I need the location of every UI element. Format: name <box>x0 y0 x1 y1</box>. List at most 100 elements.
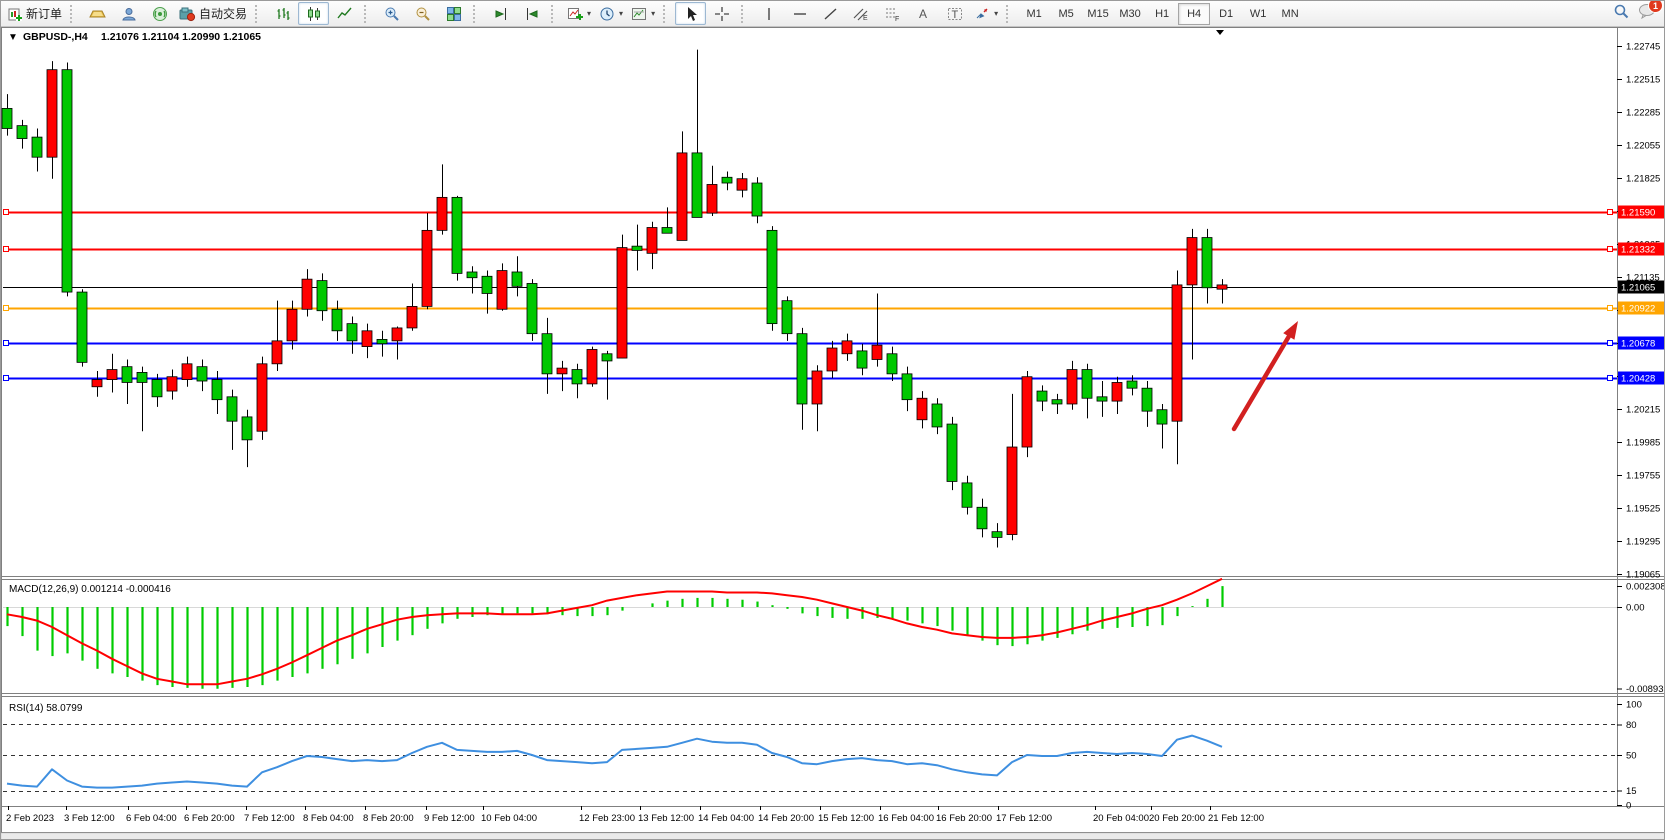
timeframe-button-D1[interactable]: D1 <box>1219 7 1234 20</box>
chart-area[interactable]: ▼ GBPUSD-,H4 1.21076 1.21104 1.20990 1.210… <box>1 27 1665 840</box>
timeframe-button-M1[interactable]: M1 <box>1026 7 1042 20</box>
crosshair-button[interactable] <box>706 2 737 25</box>
text-button[interactable]: A <box>908 2 939 25</box>
time-label: 14 Feb 04:00 <box>698 813 754 824</box>
candlesticks <box>1 49 1228 548</box>
chart-shift-icon <box>524 6 540 22</box>
autotrade-button[interactable]: 自动交易 <box>175 2 251 25</box>
candle-body <box>811 370 823 405</box>
svg-text:1.21590: 1.21590 <box>1621 208 1655 219</box>
horizontal-line-button[interactable] <box>784 2 815 25</box>
time-axis[interactable]: 2 Feb 2023 3 Feb 12:00 6 Feb 04:00 6 Feb 20… <box>6 806 1264 824</box>
line-handle <box>3 246 9 252</box>
time-label: 8 Feb 20:00 <box>363 813 414 824</box>
vertical-line-button[interactable] <box>753 2 784 25</box>
rsi-scale-label: 80 <box>1626 720 1637 731</box>
notification-badge: 1 <box>1648 1 1663 13</box>
price-badge: 1.20678 <box>1618 336 1664 350</box>
trendline-button[interactable] <box>815 2 846 25</box>
notifications-button[interactable]: 1 <box>1638 1 1663 24</box>
fibonacci-button[interactable]: F <box>877 2 908 25</box>
line-chart-button[interactable] <box>329 2 360 25</box>
chevron-down-icon[interactable]: ▾ <box>619 9 624 18</box>
line-handle <box>3 305 9 311</box>
price-badge: 1.20922 <box>1618 301 1664 315</box>
indicators-button[interactable]: ▾ <box>563 2 595 25</box>
macd-signal-line <box>6 577 1223 686</box>
candle-body <box>16 125 28 139</box>
candle-body <box>856 350 868 369</box>
candle-body <box>571 369 583 385</box>
macd-scale-label: 0.002308 <box>1626 582 1665 593</box>
rsi-scale-label: 50 <box>1626 751 1637 762</box>
toolbar-group-separator <box>473 4 482 23</box>
timeframe-button-M5[interactable]: M5 <box>1058 7 1074 20</box>
signal-button[interactable] <box>144 2 175 25</box>
candle-body <box>46 69 58 158</box>
templates-button[interactable]: ▾ <box>627 2 659 25</box>
svg-text:A: A <box>919 7 927 21</box>
candle-body <box>511 271 523 287</box>
candle-body <box>1051 399 1063 405</box>
autotrade-icon <box>179 6 196 22</box>
candle-body <box>361 330 373 347</box>
chart-shift-marker[interactable] <box>1216 30 1224 35</box>
zoom-in-button[interactable] <box>376 2 407 25</box>
price-badge: 1.21332 <box>1618 242 1664 256</box>
timeframe-button-H4[interactable]: H4 <box>1178 2 1211 25</box>
profile-button[interactable] <box>113 2 144 25</box>
channel-button[interactable]: E <box>846 2 877 25</box>
time-label: 13 Feb 12:00 <box>638 813 694 824</box>
bottom-scrollbar-strip[interactable] <box>1 832 1665 840</box>
gold-ingot-button[interactable] <box>82 2 113 25</box>
candle-body <box>631 245 643 251</box>
candle-body <box>586 349 598 385</box>
periods-button[interactable]: ▾ <box>595 2 627 25</box>
label-button[interactable]: T <box>939 2 970 25</box>
chevron-down-icon[interactable]: ▾ <box>994 9 999 18</box>
zoom-out-button[interactable] <box>407 2 438 25</box>
time-label: 2 Feb 2023 <box>6 813 54 824</box>
bar-chart-button[interactable] <box>267 2 298 25</box>
time-label: 21 Feb 12:00 <box>1208 813 1264 824</box>
candle-body <box>976 506 988 530</box>
chart-shift-button[interactable] <box>516 2 547 25</box>
svg-text:T: T <box>951 9 958 21</box>
line-handle <box>3 375 9 381</box>
candle-body <box>601 353 613 362</box>
arrow-annotation[interactable] <box>1231 321 1298 432</box>
new-order-button[interactable]: 新订单 <box>3 2 66 25</box>
tile-windows-button[interactable] <box>438 2 469 25</box>
timeframe-button-H1[interactable]: H1 <box>1155 7 1170 20</box>
chevron-down-icon[interactable]: ▾ <box>587 9 592 18</box>
chart-title: ▼ GBPUSD-,H4 1.21076 1.21104 1.20990 1.210… <box>8 31 261 43</box>
price-tick-label: 1.19755 <box>1626 471 1660 482</box>
auto-scroll-button[interactable] <box>485 2 516 25</box>
candle-body <box>346 323 358 342</box>
channel-icon: E <box>853 6 870 22</box>
cursor-button[interactable] <box>675 2 707 25</box>
candle-body <box>181 363 193 380</box>
candle-body <box>31 136 43 158</box>
candle-body <box>1006 446 1018 535</box>
chevron-down-icon[interactable]: ▾ <box>651 9 656 18</box>
time-label: 12 Feb 23:00 <box>579 813 635 824</box>
search-icon[interactable] <box>1613 3 1630 25</box>
line-handle <box>3 209 9 215</box>
candle-body <box>496 270 508 310</box>
candle-body <box>1201 237 1213 289</box>
timeframe-button-M15[interactable]: M15 <box>1087 7 1109 20</box>
arrows-button[interactable]: ▾ <box>970 2 1002 25</box>
timeframe-button-MN[interactable]: MN <box>1281 7 1299 20</box>
price-scale[interactable]: 1.22745 1.22515 1.22285 1.22055 1.21825 1.215… <box>1617 42 1665 581</box>
price-badge: 1.20428 <box>1618 371 1664 385</box>
horizontal-level-lines[interactable] <box>3 209 1617 381</box>
candlestick-button[interactable] <box>298 2 330 25</box>
candle-body <box>136 372 148 383</box>
price-chart-canvas[interactable]: ▼ GBPUSD-,H4 1.21076 1.21104 1.20990 1.210… <box>1 27 1665 840</box>
timeframe-button-M30[interactable]: M30 <box>1119 7 1141 20</box>
text-icon: A <box>917 6 931 22</box>
candle-body <box>841 340 853 355</box>
timeframe-button-W1[interactable]: W1 <box>1249 7 1267 20</box>
candle-body <box>526 283 538 335</box>
